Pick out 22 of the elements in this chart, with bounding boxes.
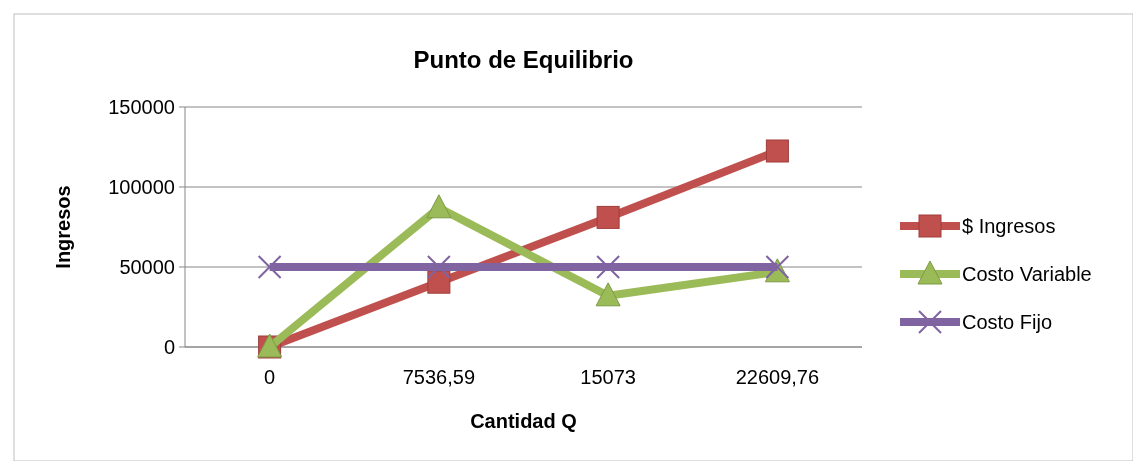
x-tick-label: 15073 [580,366,636,388]
x-axis-title: Cantidad Q [470,410,577,432]
point [596,205,620,229]
y-axis-title: Ingresos [52,185,74,269]
x-tick-label: 0 [264,366,276,388]
point [427,270,451,294]
y-tick-label: 50000 [119,256,175,278]
point [596,255,621,279]
y-tick-label: 150000 [108,96,175,118]
legend-label: Costo Variable [962,263,1092,285]
point [595,282,621,307]
legend-label: $ Ingresos [962,215,1056,237]
x-tick-label: 22609,76 [735,366,820,388]
y-tick-label: 0 [163,336,175,358]
legend-label: Costo Fijo [962,311,1053,333]
point [426,255,451,279]
y-tick-label: 100000 [108,176,175,198]
x-tick-label: 7536,59 [402,366,476,388]
point [426,194,452,219]
chart-title: Punto de Equilibrio [413,46,634,73]
point [257,255,282,279]
point [765,139,789,163]
